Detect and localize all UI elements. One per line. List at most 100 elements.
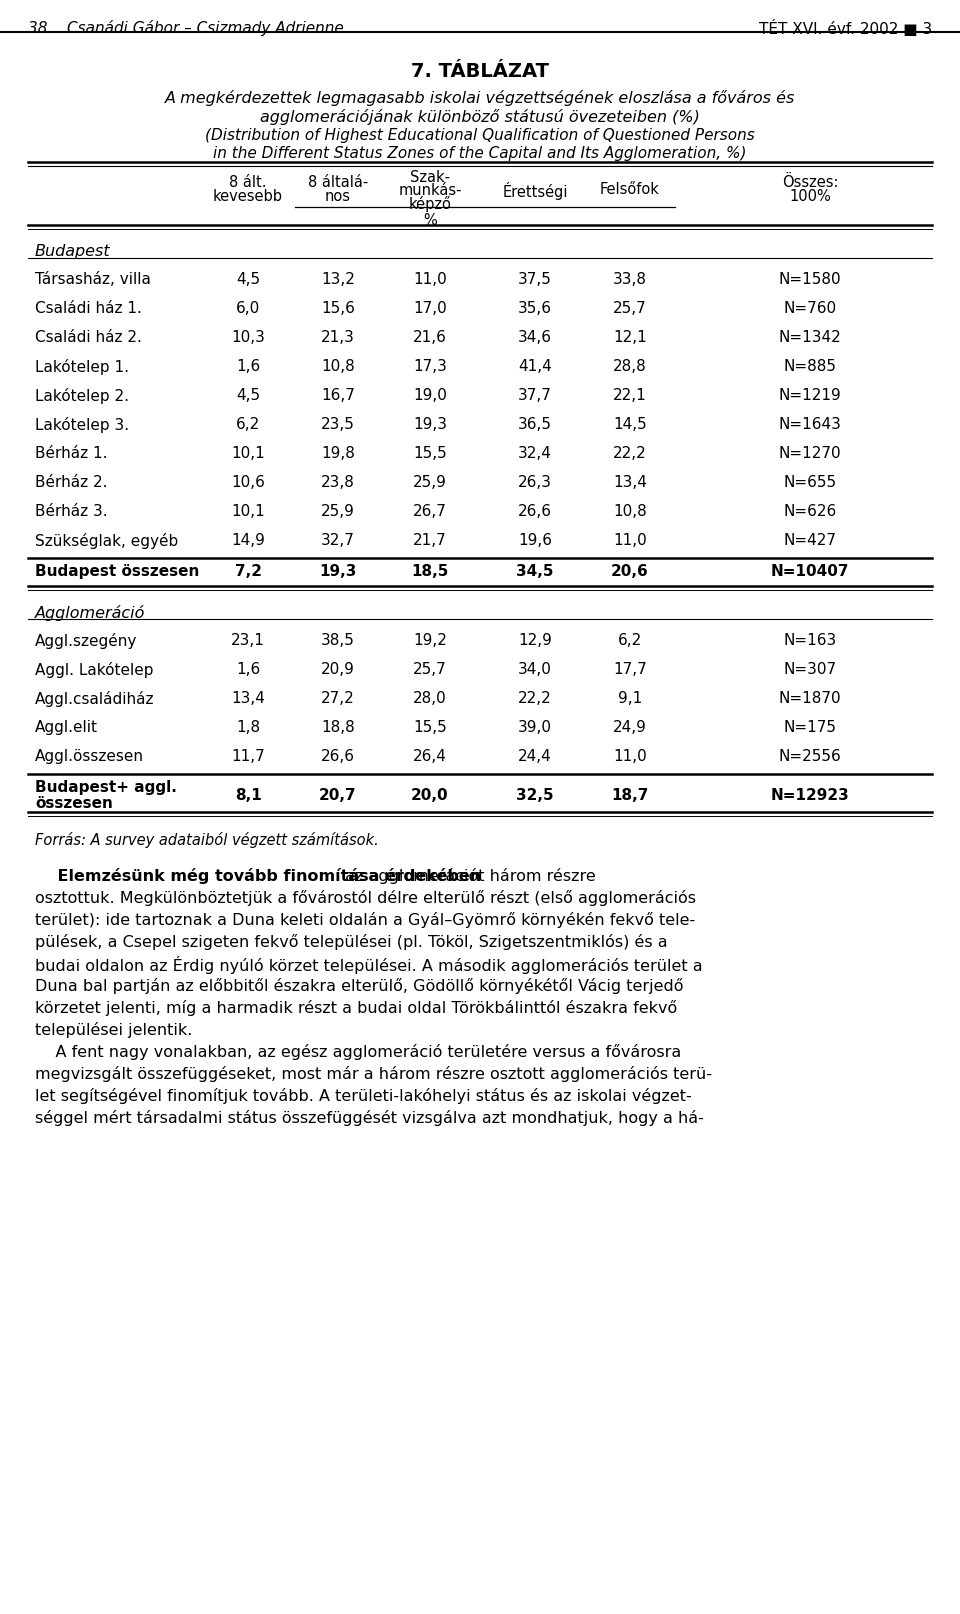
Text: 1,6: 1,6 bbox=[236, 358, 260, 374]
Text: 36,5: 36,5 bbox=[518, 416, 552, 433]
Text: 14,9: 14,9 bbox=[231, 533, 265, 549]
Text: N=885: N=885 bbox=[783, 358, 836, 374]
Text: 22,2: 22,2 bbox=[518, 691, 552, 705]
Text: %: % bbox=[423, 213, 437, 228]
Text: séggel mért társadalmi státus összefüggését vizsgálva azt mondhatjuk, hogy a há-: séggel mért társadalmi státus összefüggé… bbox=[35, 1110, 704, 1127]
Text: nos: nos bbox=[325, 189, 351, 203]
Text: 10,8: 10,8 bbox=[613, 504, 647, 520]
Text: 32,5: 32,5 bbox=[516, 788, 554, 804]
Text: 6,2: 6,2 bbox=[236, 416, 260, 433]
Text: 32,4: 32,4 bbox=[518, 445, 552, 462]
Text: 28,0: 28,0 bbox=[413, 691, 446, 705]
Text: körzetet jelenti, míg a harmadik részt a budai oldal Törökbálinttól északra fekv: körzetet jelenti, míg a harmadik részt a… bbox=[35, 1001, 677, 1015]
Text: A megkérdezettek legmagasabb iskolai végzettségének eloszlása a főváros és: A megkérdezettek legmagasabb iskolai vég… bbox=[165, 90, 795, 107]
Text: osztottuk. Megkülönböztetjük a fővárostól délre elterülő részt (első agglomeráci: osztottuk. Megkülönböztetjük a fővárostó… bbox=[35, 889, 696, 905]
Text: Agglomeráció: Agglomeráció bbox=[35, 605, 145, 621]
Text: N=12923: N=12923 bbox=[771, 788, 850, 804]
Text: 21,7: 21,7 bbox=[413, 533, 446, 549]
Text: 20,9: 20,9 bbox=[321, 662, 355, 676]
Text: budai oldalon az Érdig nyúló körzet települései. A második agglomerációs terület: budai oldalon az Érdig nyúló körzet tele… bbox=[35, 955, 703, 973]
Text: 12,9: 12,9 bbox=[518, 633, 552, 647]
Text: N=163: N=163 bbox=[783, 633, 836, 647]
Text: N=1643: N=1643 bbox=[779, 416, 841, 433]
Text: N=655: N=655 bbox=[783, 475, 836, 491]
Text: terület): ide tartoznak a Duna keleti oldalán a Gyál–Gyömrő környékén fekvő tele: terület): ide tartoznak a Duna keleti ol… bbox=[35, 912, 695, 928]
Text: 4,5: 4,5 bbox=[236, 273, 260, 287]
Text: 16,7: 16,7 bbox=[321, 387, 355, 404]
Text: Szükséglak, egyéb: Szükséglak, egyéb bbox=[35, 533, 179, 549]
Text: Budapest+ aggl.: Budapest+ aggl. bbox=[35, 780, 177, 796]
Text: 8 általá-: 8 általá- bbox=[308, 174, 368, 190]
Text: Aggl.elit: Aggl.elit bbox=[35, 720, 98, 734]
Text: 10,3: 10,3 bbox=[231, 329, 265, 345]
Text: 24,4: 24,4 bbox=[518, 749, 552, 763]
Text: Felsőfok: Felsőfok bbox=[600, 182, 660, 197]
Text: N=1870: N=1870 bbox=[779, 691, 841, 705]
Text: 19,2: 19,2 bbox=[413, 633, 447, 647]
Text: 26,3: 26,3 bbox=[518, 475, 552, 491]
Text: 19,3: 19,3 bbox=[413, 416, 447, 433]
Text: települései jelentik.: települései jelentik. bbox=[35, 1022, 192, 1038]
Text: 11,0: 11,0 bbox=[613, 749, 647, 763]
Text: 33,8: 33,8 bbox=[613, 273, 647, 287]
Text: 28,8: 28,8 bbox=[613, 358, 647, 374]
Text: 32,7: 32,7 bbox=[321, 533, 355, 549]
Text: 34,6: 34,6 bbox=[518, 329, 552, 345]
Text: N=1342: N=1342 bbox=[779, 329, 841, 345]
Text: N=10407: N=10407 bbox=[771, 563, 850, 579]
Text: 20,7: 20,7 bbox=[319, 788, 357, 804]
Text: 37,5: 37,5 bbox=[518, 273, 552, 287]
Text: 100%: 100% bbox=[789, 189, 830, 203]
Text: Aggl.szegény: Aggl.szegény bbox=[35, 633, 137, 649]
Text: 41,4: 41,4 bbox=[518, 358, 552, 374]
Text: Bérház 3.: Bérház 3. bbox=[35, 504, 108, 520]
Text: N=1270: N=1270 bbox=[779, 445, 841, 462]
Text: 37,7: 37,7 bbox=[518, 387, 552, 404]
Text: Társasház, villa: Társasház, villa bbox=[35, 273, 151, 287]
Text: 19,8: 19,8 bbox=[321, 445, 355, 462]
Text: 1,6: 1,6 bbox=[236, 662, 260, 676]
Text: 15,5: 15,5 bbox=[413, 720, 446, 734]
Text: Budapest összesen: Budapest összesen bbox=[35, 563, 200, 579]
Text: 22,2: 22,2 bbox=[613, 445, 647, 462]
Text: let segítségével finomítjuk tovább. A területi-lakóhelyi státus és az iskolai vé: let segítségével finomítjuk tovább. A te… bbox=[35, 1088, 692, 1104]
Text: Szak-: Szak- bbox=[410, 169, 450, 186]
Text: 26,6: 26,6 bbox=[518, 504, 552, 520]
Text: 9,1: 9,1 bbox=[618, 691, 642, 705]
Text: 12,1: 12,1 bbox=[613, 329, 647, 345]
Text: Elemzésünk még tovább finomítása érdekében: Elemzésünk még tovább finomítása érdekéb… bbox=[35, 868, 481, 884]
Text: 21,3: 21,3 bbox=[321, 329, 355, 345]
Text: N=1580: N=1580 bbox=[779, 273, 841, 287]
Text: 20,0: 20,0 bbox=[411, 788, 449, 804]
Text: 10,8: 10,8 bbox=[322, 358, 355, 374]
Text: 10,6: 10,6 bbox=[231, 475, 265, 491]
Text: 7. TÁBLÁZAT: 7. TÁBLÁZAT bbox=[411, 61, 549, 81]
Text: az agglomerációt három részre: az agglomerációt három részre bbox=[340, 868, 596, 884]
Text: 11,0: 11,0 bbox=[613, 533, 647, 549]
Text: 18,7: 18,7 bbox=[612, 788, 649, 804]
Text: 26,7: 26,7 bbox=[413, 504, 447, 520]
Text: 23,5: 23,5 bbox=[321, 416, 355, 433]
Text: 34,0: 34,0 bbox=[518, 662, 552, 676]
Text: munkás-: munkás- bbox=[398, 182, 462, 199]
Text: N=427: N=427 bbox=[783, 533, 836, 549]
Text: 26,6: 26,6 bbox=[321, 749, 355, 763]
Text: 25,7: 25,7 bbox=[613, 300, 647, 316]
Text: 6,0: 6,0 bbox=[236, 300, 260, 316]
Text: 8 ált.: 8 ált. bbox=[229, 174, 267, 190]
Text: megvizsgált összefüggéseket, most már a három részre osztott agglomerációs terü-: megvizsgált összefüggéseket, most már a … bbox=[35, 1065, 712, 1081]
Text: TÉT XVI. évf. 2002 ■ 3: TÉT XVI. évf. 2002 ■ 3 bbox=[758, 19, 932, 37]
Text: 39,0: 39,0 bbox=[518, 720, 552, 734]
Text: Aggl.összesen: Aggl.összesen bbox=[35, 749, 144, 763]
Text: összesen: összesen bbox=[35, 796, 113, 810]
Text: pülések, a Csepel szigeten fekvő települései (pl. Tököl, Szigetszentmiklós) és a: pülések, a Csepel szigeten fekvő települ… bbox=[35, 935, 667, 951]
Text: 22,1: 22,1 bbox=[613, 387, 647, 404]
Text: 26,4: 26,4 bbox=[413, 749, 447, 763]
Text: A fent nagy vonalakban, az egész agglomeráció területére versus a fővárosra: A fent nagy vonalakban, az egész agglome… bbox=[35, 1044, 682, 1060]
Text: 23,8: 23,8 bbox=[321, 475, 355, 491]
Text: (Distribution of Highest Educational Qualification of Questioned Persons: (Distribution of Highest Educational Qua… bbox=[205, 128, 755, 144]
Text: Lakótelep 2.: Lakótelep 2. bbox=[35, 387, 129, 404]
Text: Lakótelep 3.: Lakótelep 3. bbox=[35, 416, 130, 433]
Text: 8,1: 8,1 bbox=[234, 788, 261, 804]
Text: 34,5: 34,5 bbox=[516, 563, 554, 579]
